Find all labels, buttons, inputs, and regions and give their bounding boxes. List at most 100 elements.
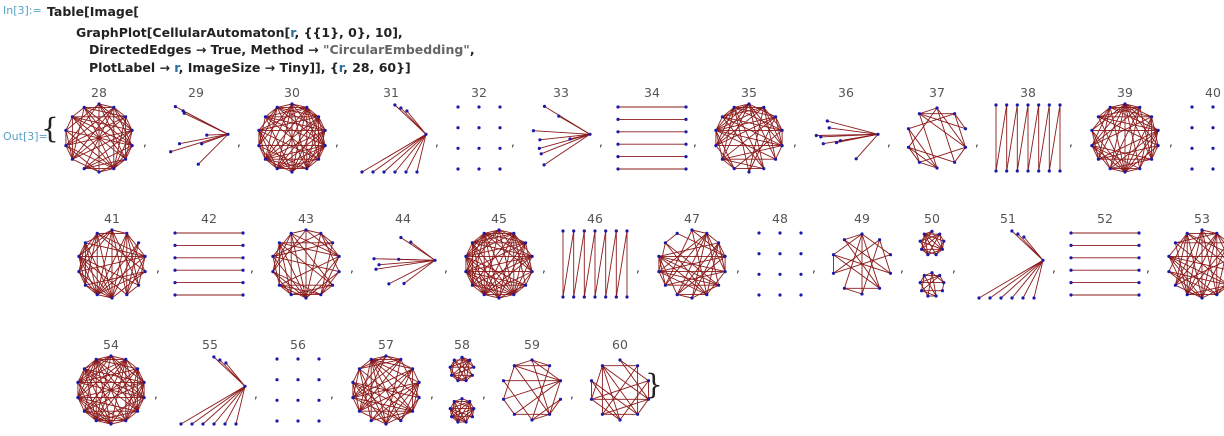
graph-edge (715, 129, 776, 160)
graph-edge (279, 255, 340, 286)
code-line[interactable]: Table[Image[ (47, 4, 139, 19)
graph-edge (498, 294, 514, 299)
graph-edge (734, 106, 776, 118)
graph-vertex (112, 167, 116, 171)
graph-edge (202, 385, 246, 425)
graph-edge (85, 271, 146, 286)
graph-edge (472, 233, 515, 286)
graph-edge (451, 359, 470, 376)
graph-vertex (130, 128, 134, 132)
graph-plot-55[interactable]: 55 (171, 337, 249, 431)
graph-edge (385, 355, 413, 370)
graph-vertex (860, 232, 864, 236)
graph-edge (388, 259, 436, 285)
graph-edge (1033, 260, 1044, 299)
graph-plot-43[interactable]: 43 (267, 211, 345, 305)
graph-vertex (296, 419, 300, 423)
graph-plot-50[interactable]: 50 (917, 211, 947, 305)
graph-vertex (1123, 102, 1127, 106)
separator-comma: , (812, 261, 816, 275)
graph-plot-28[interactable]: 28 (60, 85, 138, 179)
graph-plot-36[interactable]: 36 (810, 85, 882, 179)
graph-edge (1091, 145, 1111, 169)
graph-plot-32[interactable]: 32 (452, 85, 506, 179)
graph-plot-svg (616, 105, 688, 171)
graph-vertex (241, 268, 245, 272)
graph-edge (451, 360, 455, 376)
graph-edge (715, 145, 735, 169)
graph-plot-41[interactable]: 41 (73, 211, 151, 305)
graph-vertex (854, 157, 858, 161)
graph-plot-46[interactable]: 46 (559, 211, 631, 305)
graph-edge (272, 233, 292, 272)
graph-plot-37[interactable]: 37 (904, 85, 970, 179)
graph-edge (110, 420, 126, 425)
graph-edge (272, 271, 321, 296)
graph-plot-54[interactable]: 54 (73, 337, 149, 431)
graph-plot-49[interactable]: 49 (829, 211, 895, 305)
separator-comma: , (335, 135, 339, 149)
graph-plot-52[interactable]: 52 (1069, 211, 1141, 305)
graph-plot-48[interactable]: 48 (753, 211, 807, 305)
graph-edge (371, 358, 420, 383)
graph-plot-45[interactable]: 45 (461, 211, 537, 305)
graph-plot-53[interactable]: 53 (1163, 211, 1224, 305)
graph-edge (472, 242, 533, 257)
graph-edge (272, 256, 280, 286)
graph-vertex (940, 247, 944, 251)
graph-plot-47[interactable]: 47 (653, 211, 731, 305)
graph-plot-29[interactable]: 29 (160, 85, 232, 179)
graph-plot-42[interactable]: 42 (173, 211, 245, 305)
graph-plot-60[interactable]: 60 (587, 337, 653, 431)
graph-vertex (636, 364, 640, 368)
graph-plot-58[interactable]: 58 (447, 337, 477, 431)
graph-vertex (994, 103, 998, 107)
graph-vertex (143, 254, 147, 258)
graph-plot-56[interactable]: 56 (271, 337, 325, 431)
code-line[interactable]: DirectedEdges → True, Method → "Circular… (89, 42, 475, 57)
graph-vertex (524, 241, 528, 245)
graph-vertex (646, 379, 651, 383)
graph-edge (1091, 107, 1111, 146)
graph-edge (352, 397, 413, 412)
graph-vertex (1005, 169, 1009, 173)
code-line[interactable]: PlotLabel → r, ImageSize → Tiny]], {r, 2… (89, 60, 411, 75)
graph-plot-51[interactable]: 51 (969, 211, 1047, 305)
graph-edge (95, 359, 138, 412)
graph-plot-44[interactable]: 44 (367, 211, 439, 305)
graph-edge (320, 233, 340, 257)
graph-vertex (935, 106, 939, 110)
graph-plot-34[interactable]: 34 (616, 85, 688, 179)
graph-plot-35[interactable]: 35 (710, 85, 788, 179)
graph-vertex (723, 270, 727, 274)
graph-vertex (241, 243, 245, 247)
graph-edge (126, 284, 139, 295)
graph-edge (451, 366, 474, 376)
graph-vertex (705, 231, 709, 235)
graph-vertex (257, 128, 261, 132)
graph-plot-59[interactable]: 59 (499, 337, 565, 431)
graph-plot-31[interactable]: 31 (352, 85, 430, 179)
graph-vertex (1173, 283, 1177, 287)
graph-plot-33[interactable]: 33 (528, 85, 594, 179)
graph-plot-38[interactable]: 38 (992, 85, 1064, 179)
graph-edge (921, 233, 940, 250)
graph-plot-30[interactable]: 30 (254, 85, 330, 179)
graph-edge (77, 397, 112, 425)
graph-plot-39[interactable]: 39 (1086, 85, 1164, 179)
graph-edge (206, 133, 229, 136)
graph-edge (96, 233, 113, 299)
graph-edge (400, 237, 436, 261)
graph-plot-40[interactable]: 40 (1186, 85, 1224, 179)
graph-vertex (705, 293, 709, 297)
separator-comma: , (250, 261, 254, 275)
graph-vertex (1096, 157, 1100, 161)
graph-vertex (212, 355, 216, 359)
graph-vertex (842, 286, 846, 290)
graph-edge (1023, 236, 1044, 261)
graph-plot-57[interactable]: 57 (347, 337, 425, 431)
code-line[interactable]: GraphPlot[CellularAutomaton[r, {{1}, 0},… (76, 25, 403, 40)
plot-label: 60 (612, 337, 628, 352)
code-input[interactable]: Table[Image[ GraphPlot[CellularAutomaton[… (0, 0, 600, 80)
graph-vertex (717, 241, 721, 245)
